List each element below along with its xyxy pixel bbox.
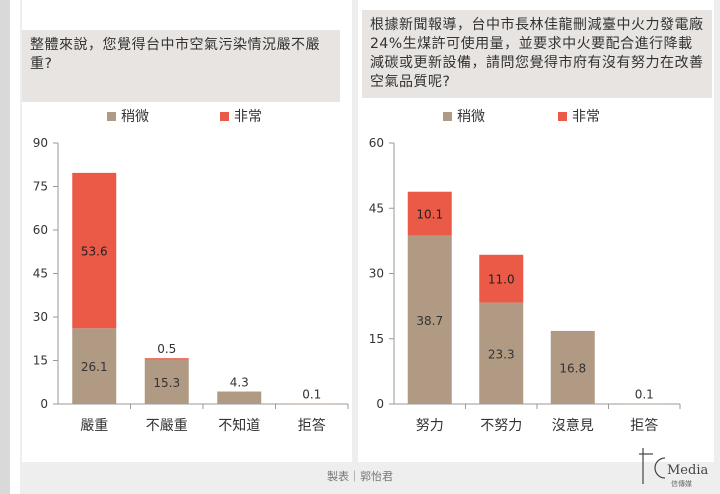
y-tick-label: 45 — [33, 267, 48, 281]
legend-label: 稍微 — [457, 109, 485, 125]
data-label: 16.8 — [559, 361, 586, 375]
bar-segment — [144, 359, 189, 404]
legend-swatch — [220, 112, 229, 121]
y-tick-label: 30 — [369, 267, 384, 281]
data-label: 10.1 — [416, 208, 443, 222]
y-tick-label: 60 — [369, 136, 384, 150]
legend-label: 稍微 — [121, 109, 149, 125]
y-tick-label: 45 — [369, 201, 384, 215]
data-label: 26.1 — [81, 360, 108, 374]
x-tick-label: 拒答 — [298, 417, 326, 434]
y-tick-label: 15 — [33, 354, 48, 368]
y-tick-label: 0 — [376, 397, 384, 411]
bar-segment — [407, 191, 452, 236]
bar-segment — [289, 403, 334, 405]
data-label: 0.5 — [157, 342, 176, 356]
svg-text:Media: Media — [667, 463, 708, 478]
bar-segment — [550, 330, 595, 404]
bar-segment — [479, 302, 524, 404]
legend-label: 非常 — [572, 109, 600, 125]
y-tick-label: 15 — [369, 332, 384, 346]
bar-segment — [217, 391, 262, 404]
x-tick-label: 嚴重 — [80, 418, 108, 434]
svg-text:信傳媒: 信傳媒 — [671, 479, 692, 488]
bar-segment — [144, 358, 189, 360]
data-label: 23.3 — [488, 347, 515, 361]
credit-label: 製表｜郭怡君 — [327, 470, 393, 483]
bar-segment — [72, 328, 117, 404]
legend-label: 非常 — [234, 109, 262, 125]
x-tick-label: 不嚴重 — [146, 418, 188, 434]
question-2: 根據新聞報導，台中市長林佳龍刪減臺中火力發電廠24%生煤許可使用量，並要求中火要… — [362, 10, 712, 98]
bar-segment — [407, 235, 452, 404]
y-tick-label: 30 — [33, 310, 48, 324]
bar-segment — [72, 172, 117, 329]
data-label: 53.6 — [81, 245, 108, 259]
data-label: 38.7 — [416, 314, 443, 328]
x-tick-label: 拒答 — [630, 417, 658, 434]
y-tick-label: 75 — [33, 180, 48, 194]
x-tick-label: 努力 — [416, 418, 444, 434]
y-tick-label: 0 — [40, 397, 48, 411]
data-label: 0.1 — [302, 388, 321, 402]
x-tick-label: 沒意見 — [552, 417, 594, 434]
y-tick-label: 90 — [33, 136, 48, 150]
media-logo: Media 信傳媒 — [639, 448, 708, 488]
legend-swatch — [558, 112, 567, 121]
data-label: 4.3 — [230, 376, 249, 390]
bar-segment — [622, 403, 667, 405]
data-label: 15.3 — [153, 376, 180, 390]
x-tick-label: 不努力 — [480, 418, 522, 434]
y-tick-label: 60 — [33, 223, 48, 237]
legend-swatch — [107, 112, 116, 121]
left-edge-strip — [0, 0, 10, 494]
x-tick-label: 不知道 — [218, 417, 260, 434]
data-label: 11.0 — [488, 273, 515, 287]
data-label: 0.1 — [635, 388, 654, 402]
left-edge-strip-white — [10, 0, 20, 494]
legend-swatch — [443, 112, 452, 121]
question-1: 整體來說，您覺得台中市空氣污染情況嚴不嚴重? — [22, 30, 340, 102]
bar-segment — [479, 254, 524, 303]
